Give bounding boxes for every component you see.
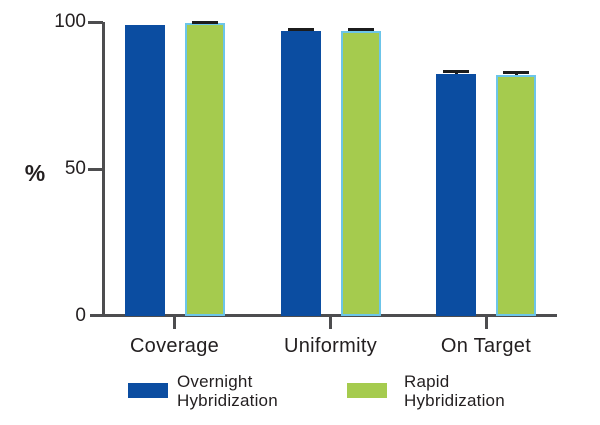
y-tick-label-100: 100 (54, 11, 86, 32)
error-bar-line-rapid-hybridization-coverage (203, 22, 206, 23)
bar-rapid-hybridization-uniformity (340, 31, 381, 316)
legend-swatch-overnight-hybridization (128, 383, 168, 398)
legend-swatch-rapid-hybridization (347, 383, 387, 398)
y-axis-label: % (24, 160, 46, 186)
error-bar-line-rapid-hybridization-on-target (514, 72, 518, 75)
error-bar-line-overnight-hybridization-uniformity (299, 29, 302, 31)
category-label-coverage: Coverage (129, 335, 220, 357)
bar-rapid-hybridization-on-target (496, 74, 536, 316)
y-tick-50 (88, 167, 103, 171)
y-tick-100 (88, 20, 103, 24)
x-axis-line (90, 314, 557, 317)
category-label-uniformity: Uniformity (283, 335, 377, 357)
bar-overnight-hybridization-coverage (124, 24, 165, 316)
y-tick-label-50: 50 (64, 158, 86, 179)
legend-label-rapid-hybridization: Rapid Hybridization (404, 372, 505, 410)
x-tick-uniformity (329, 316, 332, 329)
x-tick-on-target (484, 316, 488, 329)
y-axis-line (101, 22, 105, 316)
error-bar-line-overnight-hybridization-on-target (454, 71, 458, 74)
y-tick-label-0: 0 (75, 305, 86, 326)
category-label-on-target: On Target (440, 335, 532, 357)
bar-overnight-hybridization-uniformity (280, 30, 321, 316)
bar-overnight-hybridization-on-target (436, 73, 476, 316)
legend-label-overnight-hybridization: Overnight Hybridization (177, 372, 278, 410)
error-bar-line-rapid-hybridization-uniformity (359, 29, 362, 32)
x-tick-coverage (173, 316, 176, 329)
bar-rapid-hybridization-coverage (184, 22, 225, 316)
